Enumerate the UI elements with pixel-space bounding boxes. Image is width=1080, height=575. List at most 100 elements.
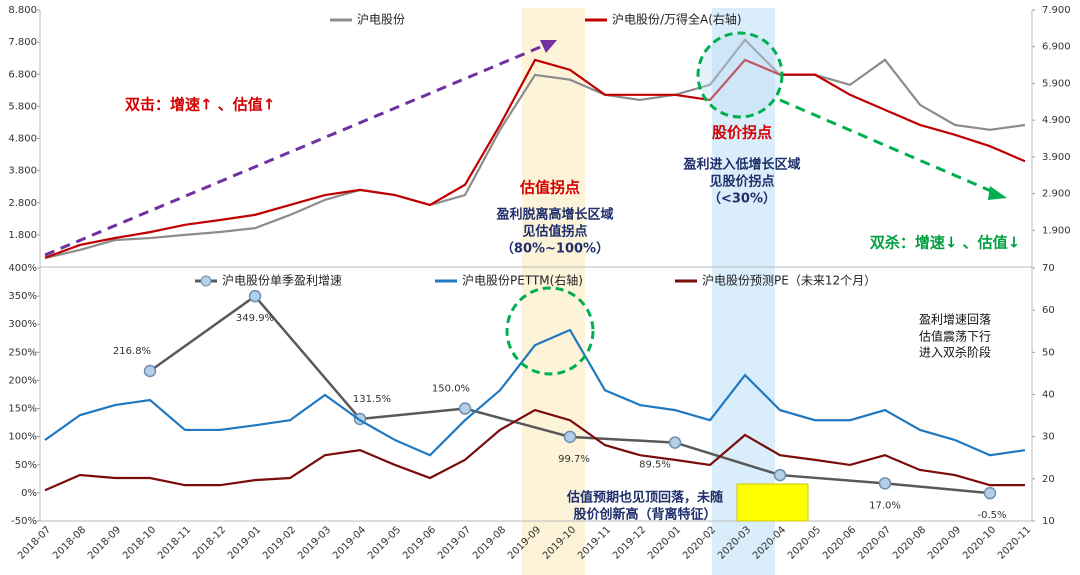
series-marker bbox=[878, 477, 892, 490]
annotation: 股价拐点 bbox=[712, 124, 772, 142]
data-label: 131.5% bbox=[353, 394, 391, 405]
legend-label: 沪电股份/万得全A(右轴) bbox=[612, 12, 742, 27]
y-tick-label: 100% bbox=[8, 432, 37, 443]
trend-arrow bbox=[44, 41, 551, 257]
y2-tick-label: 7.900 bbox=[1042, 5, 1071, 16]
arrow-head bbox=[540, 40, 557, 53]
series-line bbox=[44, 328, 1026, 457]
annotation: （<30%） bbox=[708, 191, 776, 207]
x-tick-label: 2019-08 bbox=[471, 524, 508, 561]
x-tick-label: 2020-10 bbox=[961, 524, 998, 561]
y2-tick-label: 30 bbox=[1042, 432, 1055, 443]
data-label: 89.5% bbox=[639, 460, 671, 471]
y2-tick-label: 60 bbox=[1042, 305, 1055, 316]
annotation: 盈利进入低增长区域 bbox=[682, 157, 800, 173]
series-marker bbox=[983, 486, 997, 500]
x-tick-label: 2019-05 bbox=[366, 524, 403, 561]
y-tick-label: 4.800 bbox=[8, 134, 37, 145]
y-tick-label: -50% bbox=[11, 516, 37, 527]
x-tick-label: 2020-07 bbox=[856, 524, 893, 561]
x-tick-label: 2018-12 bbox=[191, 524, 228, 561]
y-tick-label: 2.800 bbox=[8, 198, 37, 209]
y2-tick-label: 40 bbox=[1042, 390, 1055, 401]
y2-tick-label: 4.900 bbox=[1042, 115, 1071, 126]
y-tick-label: 150% bbox=[8, 404, 37, 415]
x-tick-label: 2020-05 bbox=[786, 524, 823, 561]
y2-tick-label: 3.900 bbox=[1042, 152, 1071, 163]
y-tick-label: 3.800 bbox=[8, 166, 37, 177]
y-tick-label: 400% bbox=[8, 263, 37, 274]
y-tick-label: 300% bbox=[8, 319, 37, 330]
legend-label: 沪电股份 bbox=[357, 13, 405, 27]
y2-tick-label: 5.900 bbox=[1042, 78, 1071, 89]
y-tick-label: 200% bbox=[8, 375, 37, 386]
arrow-head bbox=[988, 186, 1007, 200]
annotation: 股价创新高（背离特征） bbox=[573, 507, 716, 523]
x-tick-label: 2018-10 bbox=[121, 524, 158, 561]
y2-tick-label: 10 bbox=[1042, 516, 1055, 527]
y-tick-label: 6.800 bbox=[8, 69, 37, 80]
annotation: 双击：增速↑ 、估值↑ bbox=[125, 96, 275, 114]
annotation: 估值预期也见顶回落，未随 bbox=[566, 490, 723, 506]
annotation: 进入双杀阶段 bbox=[919, 345, 991, 360]
series-marker bbox=[668, 436, 682, 449]
annotation: 见估值拐点 bbox=[522, 224, 587, 240]
data-label: 150.0% bbox=[432, 384, 470, 395]
x-tick-label: 2018-09 bbox=[86, 524, 123, 561]
y-tick-label: 8.800 bbox=[8, 5, 37, 16]
highlight-box bbox=[736, 483, 809, 522]
x-tick-label: 2020-08 bbox=[891, 524, 928, 561]
y-tick-label: 5.800 bbox=[8, 101, 37, 112]
series-marker bbox=[248, 289, 262, 303]
y-tick-label: 0% bbox=[21, 488, 37, 499]
x-tick-label: 2019-12 bbox=[611, 524, 648, 561]
y2-tick-label: 70 bbox=[1042, 263, 1055, 274]
annotation: 双杀：增速↓ 、估值↓ bbox=[870, 234, 1020, 252]
data-label: -0.5% bbox=[977, 510, 1006, 521]
x-tick-label: 2019-04 bbox=[331, 524, 368, 561]
annotation: 估值拐点 bbox=[519, 179, 580, 197]
series-line bbox=[44, 58, 1026, 259]
y2-tick-label: 50 bbox=[1042, 347, 1055, 358]
x-tick-label: 2019-01 bbox=[226, 524, 263, 561]
y-tick-label: 7.800 bbox=[8, 37, 37, 48]
series-marker bbox=[458, 402, 472, 415]
x-tick-label: 2019-03 bbox=[296, 524, 333, 561]
annotation: 盈利增速回落 bbox=[919, 313, 991, 327]
y2-tick-label: 2.900 bbox=[1042, 189, 1071, 200]
annotation: 估值震荡下行 bbox=[919, 329, 991, 344]
series-line bbox=[44, 38, 1026, 260]
y2-tick-label: 1.900 bbox=[1042, 225, 1071, 236]
data-label: 17.0% bbox=[869, 500, 901, 511]
series-marker bbox=[143, 364, 157, 378]
legend-label: 沪电股份单季盈利增速 bbox=[222, 274, 342, 288]
y-tick-label: 350% bbox=[8, 291, 37, 302]
x-tick-label: 2019-02 bbox=[261, 524, 298, 561]
annotation: 盈利脱离高增长区域 bbox=[495, 207, 613, 223]
annotation: （80%~100%） bbox=[501, 241, 609, 257]
annotation: 见股价拐点 bbox=[709, 174, 774, 190]
legend-label: 沪电股份PETTM(右轴) bbox=[462, 273, 583, 288]
data-label: 99.7% bbox=[558, 454, 590, 465]
x-tick-label: 2020-11 bbox=[996, 524, 1033, 561]
x-tick-label: 2018-08 bbox=[51, 524, 88, 561]
series-marker bbox=[563, 430, 577, 444]
series-marker bbox=[773, 468, 787, 482]
legend-label: 沪电股份预测PE（未来12个月） bbox=[702, 274, 876, 288]
x-tick-label: 2019-06 bbox=[401, 524, 438, 561]
legend-marker bbox=[200, 275, 212, 287]
y-tick-label: 50% bbox=[15, 460, 37, 471]
y2-tick-label: 20 bbox=[1042, 474, 1055, 485]
y-tick-label: 1.800 bbox=[8, 230, 37, 241]
highlight-circle bbox=[696, 31, 784, 119]
data-label: 216.8% bbox=[113, 346, 151, 357]
highlight-band bbox=[712, 8, 775, 575]
x-tick-label: 2020-09 bbox=[926, 524, 963, 561]
highlight-circle bbox=[505, 286, 595, 376]
x-tick-label: 2018-07 bbox=[16, 524, 53, 561]
x-tick-label: 2020-01 bbox=[646, 524, 683, 561]
x-tick-label: 2019-07 bbox=[436, 524, 473, 561]
y2-tick-label: 6.900 bbox=[1042, 42, 1071, 53]
series-line bbox=[44, 408, 1025, 492]
